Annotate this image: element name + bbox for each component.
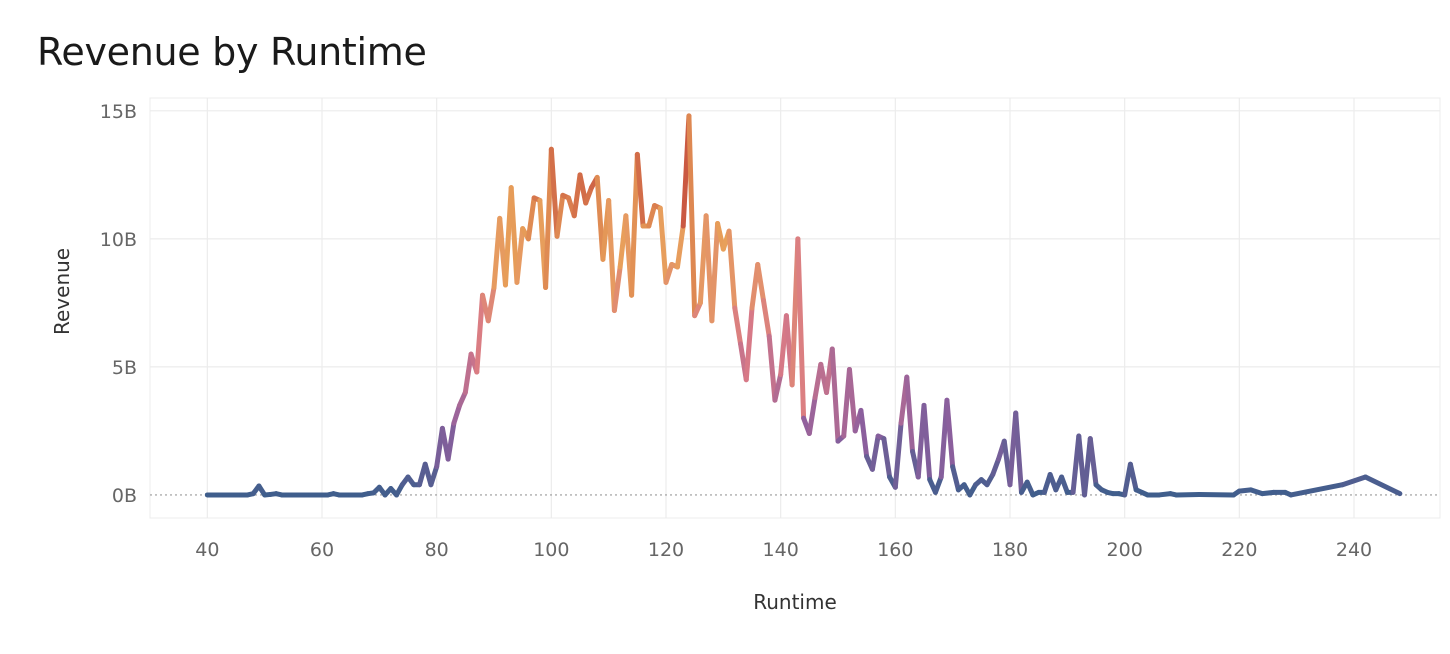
line-segment: [950, 464, 961, 493]
line-segment: [829, 346, 841, 444]
line-segment: [428, 464, 440, 488]
line-segment: [1340, 474, 1368, 488]
line-segment: [755, 261, 766, 303]
x-tick-label: 240: [1336, 539, 1372, 561]
line-segment: [892, 420, 904, 490]
y-tick-label: 15B: [100, 101, 137, 123]
line-segment: [743, 305, 755, 383]
line-segment: [732, 305, 744, 347]
line-segment: [846, 366, 858, 434]
line-segment: [577, 172, 589, 206]
line-segment: [451, 402, 463, 426]
line-segment: [1196, 491, 1237, 498]
line-segment: [686, 113, 698, 319]
line-segment: [772, 372, 784, 403]
line-segment: [485, 285, 497, 324]
line-segment: [462, 351, 474, 396]
line-segment: [674, 223, 686, 270]
chart-title: Revenue by Runtime: [37, 30, 427, 74]
x-tick-label: 40: [195, 539, 219, 561]
line-segment: [760, 297, 772, 339]
x-tick-label: 220: [1221, 539, 1257, 561]
y-tick-label: 0B: [112, 485, 137, 507]
line-segment: [508, 185, 520, 285]
line-segment: [1362, 474, 1403, 497]
line-segment: [474, 292, 486, 375]
line-segment: [606, 197, 617, 314]
x-axis-label: Runtime: [753, 590, 837, 614]
line-segment: [583, 185, 594, 206]
line-segment: [709, 220, 721, 324]
y-tick-label: 5B: [112, 357, 137, 379]
axes: 40 60 80 100 120 140 160 180 200 220 240 0B 5B 10B 15B: [100, 101, 1372, 561]
x-tick-label: 100: [533, 539, 569, 561]
line-segment: [726, 228, 738, 311]
line-segment: [881, 436, 893, 480]
line-segment: [1127, 461, 1139, 493]
line-segment: [663, 261, 675, 285]
x-tick-label: 60: [310, 539, 334, 561]
line-segment: [445, 420, 457, 462]
line-segment: [514, 226, 526, 285]
line-segment: [806, 395, 818, 436]
line-segment: [1059, 474, 1070, 495]
line-segment: [921, 402, 933, 483]
line-segment: [932, 474, 944, 495]
line-segment: [634, 151, 646, 229]
x-tick-label: 160: [877, 539, 913, 561]
line-segment: [1173, 491, 1202, 498]
y-tick-label: 10B: [100, 229, 137, 251]
x-tick-label: 180: [992, 539, 1028, 561]
line-segment: [766, 333, 778, 403]
x-tick-label: 80: [425, 539, 449, 561]
grid: [149, 97, 1441, 519]
line-segment: [1013, 410, 1024, 495]
line-segment: [548, 146, 560, 239]
line-segment: [611, 264, 623, 314]
line-segment: [657, 205, 669, 285]
line-segment: [646, 203, 658, 229]
line-segment: [904, 374, 916, 454]
line-segment: [869, 433, 881, 472]
line-segment: [554, 192, 566, 239]
plot-frame: [149, 97, 1441, 519]
line-segment: [1288, 482, 1346, 498]
series-line[interactable]: [204, 113, 1403, 498]
line-segment: [944, 397, 956, 470]
x-tick-label: 120: [648, 539, 684, 561]
line-segment: [858, 407, 870, 460]
line-segment: [1087, 436, 1099, 488]
x-tick-label: 200: [1107, 539, 1143, 561]
x-tick-label: 140: [763, 539, 799, 561]
line-segment: [990, 456, 1002, 477]
line-segment: [525, 195, 537, 242]
line-segment: [795, 236, 807, 421]
line-segment: [629, 151, 640, 298]
